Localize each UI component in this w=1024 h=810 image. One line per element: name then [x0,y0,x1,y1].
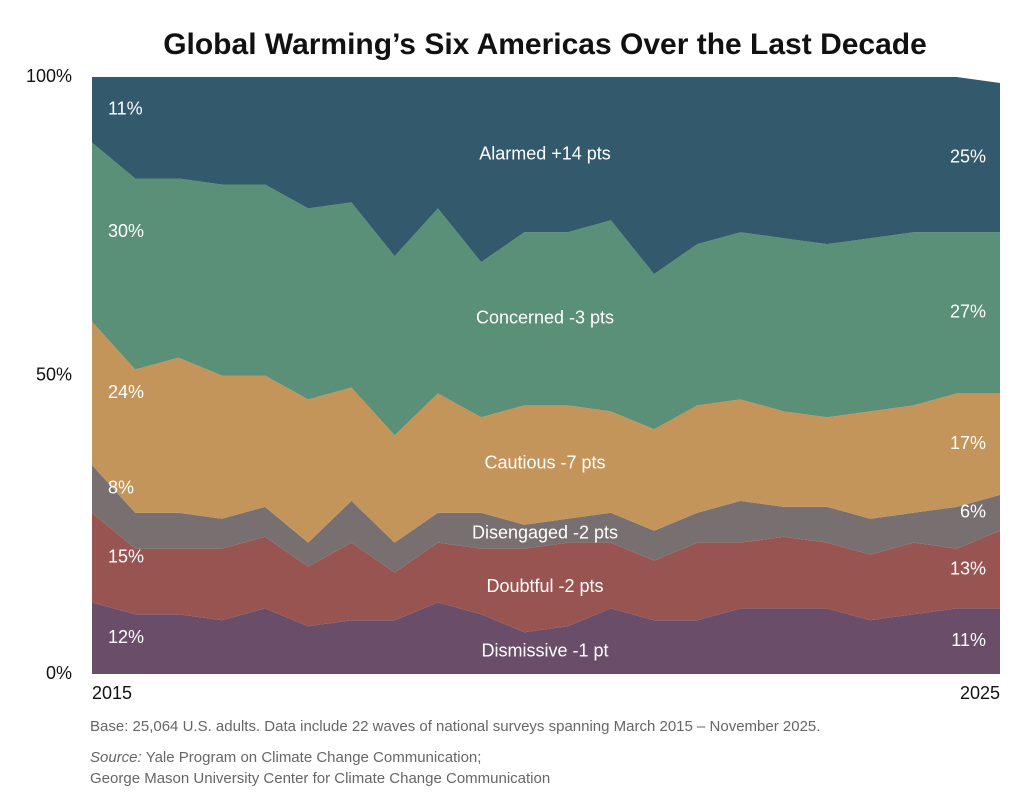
value-label: 13% [950,558,986,578]
value-label: 12% [108,627,144,647]
area [92,465,1000,573]
y-tick-label: 0% [46,663,72,683]
area [92,142,1000,436]
x-tick-label: 2025 [960,683,1000,703]
series-label: Concerned -3 pts [476,308,614,328]
value-label: 27% [950,302,986,322]
y-tick-label: 100% [26,66,72,86]
series-label: Cautious -7 pts [484,452,605,472]
chart-title: Global Warming’s Six Americas Over the L… [163,28,927,61]
plot-area [92,77,1000,674]
area [92,77,1000,275]
value-label: 30% [108,221,144,241]
value-label: 17% [950,433,986,453]
value-label: 11% [108,99,143,119]
series-label: Dismissive -1 pt [481,640,608,660]
value-label: 6% [960,502,986,522]
source-label: Source: [90,749,142,766]
area [92,321,1000,543]
area [92,512,1000,633]
value-label: 24% [108,382,144,402]
value-label: 8% [108,478,134,498]
series-label: Alarmed +14 pts [479,143,611,163]
area [92,602,1000,674]
y-tick-label: 50% [36,364,72,384]
series-label: Disengaged -2 pts [472,522,618,542]
source-line: George Mason University Center for Clima… [90,770,550,787]
value-label: 11% [951,630,986,650]
value-label: 25% [950,146,986,166]
note: Base: 25,064 U.S. adults. Data include 2… [90,718,820,735]
source-line: Yale Program on Climate Change Communica… [146,749,482,766]
x-tick-label: 2015 [92,683,132,703]
series-label: Doubtful -2 pts [486,576,603,596]
value-label: 15% [108,546,144,566]
